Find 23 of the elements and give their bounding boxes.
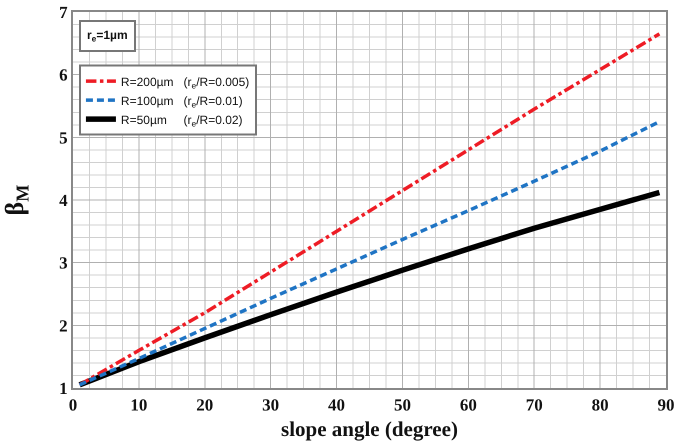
line-series <box>78 32 662 387</box>
x-tick-label: 10 <box>130 395 148 414</box>
x-tick-label: 60 <box>460 395 477 414</box>
x-tick-label: 30 <box>262 395 280 414</box>
y-tick-label: 6 <box>59 66 68 85</box>
y-tick-label: 4 <box>59 190 68 210</box>
x-tick-label: 0 <box>68 395 78 414</box>
x-tick-label: 80 <box>592 395 609 414</box>
x-axis-title: slope angle (degree) <box>281 417 458 442</box>
annotation: r$_{e}$=1µm <box>87 28 128 44</box>
y-tick-label: 1 <box>59 378 68 398</box>
x-tick-label: 70 <box>526 395 543 414</box>
x-tick-label: 20 <box>196 395 214 414</box>
legend-label: R=200µm (r$_{e}$/R=0.005) <box>120 74 250 90</box>
y-tick-label: 7 <box>59 2 68 22</box>
x-tick-label: 40 <box>328 395 346 414</box>
x-tick-label: 50 <box>394 395 411 414</box>
x-tick-label: 90 <box>658 395 674 414</box>
legend-label: R=50µm (r$_{e}$/R=0.02) <box>120 112 243 128</box>
y-tick-label: 5 <box>59 128 68 148</box>
legend-label: R=100µm (r$_{e}$/R=0.01) <box>120 94 243 110</box>
y-tick-label: 3 <box>59 254 68 273</box>
y-tick-label: 2 <box>59 316 68 336</box>
